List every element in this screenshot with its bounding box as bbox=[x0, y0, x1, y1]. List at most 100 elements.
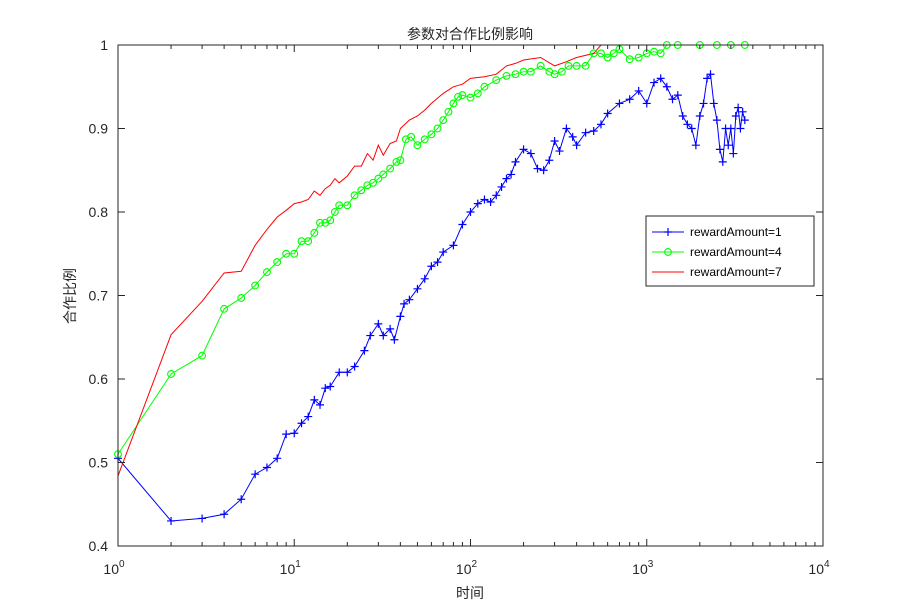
circle-marker bbox=[581, 61, 590, 70]
x-tick-base: 10 bbox=[632, 561, 648, 577]
circle-marker bbox=[557, 67, 566, 76]
plus-marker bbox=[642, 99, 651, 108]
plus-marker bbox=[726, 124, 735, 133]
plus-marker bbox=[545, 156, 554, 165]
x-tick-label: 103 bbox=[632, 559, 654, 577]
plus-marker bbox=[678, 111, 687, 120]
plus-marker bbox=[603, 109, 612, 118]
legend-box bbox=[645, 215, 815, 287]
circle-marker bbox=[357, 186, 366, 195]
x-tick-base: 10 bbox=[280, 561, 296, 577]
y-axis-ticks: 0.4 0.5 0.6 0.7 0.8 0.9 1 bbox=[89, 37, 823, 554]
circle-marker bbox=[369, 178, 378, 187]
plus-marker bbox=[400, 299, 409, 308]
circle-marker bbox=[444, 107, 453, 116]
plus-marker bbox=[304, 412, 313, 421]
plus-marker bbox=[251, 470, 260, 479]
circle-marker bbox=[433, 124, 442, 133]
plus-marker bbox=[695, 111, 704, 120]
plus-marker bbox=[511, 157, 520, 166]
plus-marker bbox=[396, 312, 405, 321]
circle-marker bbox=[335, 201, 344, 210]
plus-marker bbox=[709, 99, 718, 108]
plus-marker bbox=[413, 284, 422, 293]
circle-marker bbox=[350, 191, 359, 200]
circle-marker bbox=[454, 92, 463, 101]
circle-marker bbox=[290, 249, 299, 258]
plus-marker bbox=[310, 395, 319, 404]
plus-marker bbox=[664, 228, 672, 236]
circle-marker bbox=[664, 248, 672, 256]
plus-marker bbox=[427, 262, 436, 271]
circle-marker bbox=[413, 141, 422, 150]
circle-marker bbox=[492, 76, 501, 85]
plus-marker bbox=[615, 99, 624, 108]
plus-marker bbox=[539, 166, 548, 175]
circle-marker bbox=[458, 91, 467, 100]
y-tick-label: 0.6 bbox=[89, 371, 109, 387]
circle-marker bbox=[326, 216, 335, 225]
plus-marker bbox=[740, 116, 749, 125]
circle-marker bbox=[480, 82, 489, 91]
plus-marker bbox=[738, 107, 747, 116]
plus-marker bbox=[386, 324, 395, 333]
x-tick-exponent: 0 bbox=[119, 559, 125, 570]
plus-marker bbox=[316, 400, 325, 409]
y-tick-label: 0.9 bbox=[89, 121, 109, 137]
legend-label: rewardAmount=1 bbox=[690, 225, 782, 239]
plus-marker bbox=[650, 78, 659, 87]
circle-marker bbox=[420, 135, 429, 144]
circle-marker bbox=[304, 237, 313, 246]
plus-marker bbox=[466, 208, 475, 216]
circle-marker bbox=[282, 249, 291, 258]
x-tick-base: 10 bbox=[808, 561, 824, 577]
plus-marker bbox=[497, 182, 506, 191]
x-tick-label: 104 bbox=[808, 559, 830, 577]
plus-marker bbox=[507, 170, 516, 179]
circle-marker bbox=[603, 53, 612, 62]
x-tick-base: 10 bbox=[103, 561, 119, 577]
circle-marker bbox=[316, 218, 324, 227]
plus-marker bbox=[343, 368, 352, 377]
plus-marker bbox=[420, 274, 429, 283]
plus-marker bbox=[581, 128, 590, 137]
x-tick-base: 10 bbox=[456, 561, 472, 577]
circle-marker bbox=[564, 61, 573, 70]
plus-marker bbox=[473, 199, 482, 208]
plus-marker bbox=[568, 132, 577, 141]
plus-marker bbox=[687, 124, 696, 133]
plus-marker bbox=[715, 145, 724, 154]
plus-marker bbox=[550, 137, 559, 146]
plus-marker bbox=[405, 295, 414, 304]
y-tick-label: 1 bbox=[100, 37, 108, 53]
x-tick-exponent: 3 bbox=[648, 559, 654, 570]
x-tick-label: 101 bbox=[280, 559, 302, 577]
plus-marker bbox=[555, 147, 564, 156]
y-tick-label: 0.5 bbox=[89, 455, 109, 471]
circle-marker bbox=[572, 61, 581, 70]
series-line-1 bbox=[117, 72, 746, 522]
x-tick-exponent: 2 bbox=[472, 559, 478, 570]
plus-marker bbox=[683, 120, 692, 129]
plus-marker bbox=[439, 248, 448, 257]
plus-marker bbox=[703, 74, 712, 83]
x-axis-ticks: 100 101 102 103 104 bbox=[103, 45, 830, 577]
circle-marker bbox=[343, 201, 352, 210]
circle-marker bbox=[466, 93, 475, 102]
plot-markers bbox=[114, 41, 749, 525]
plus-marker bbox=[390, 335, 399, 344]
plus-marker bbox=[724, 141, 733, 150]
plus-marker bbox=[335, 368, 344, 377]
circle-marker bbox=[656, 49, 665, 58]
plus-marker bbox=[668, 95, 677, 104]
plus-marker bbox=[167, 516, 176, 525]
circle-marker bbox=[310, 228, 319, 237]
x-tick-exponent: 1 bbox=[295, 559, 301, 570]
y-tick-label: 0.7 bbox=[89, 288, 109, 304]
plus-marker bbox=[736, 124, 745, 133]
circle-marker bbox=[536, 61, 545, 70]
plus-marker bbox=[718, 157, 727, 166]
plus-marker bbox=[526, 149, 535, 158]
